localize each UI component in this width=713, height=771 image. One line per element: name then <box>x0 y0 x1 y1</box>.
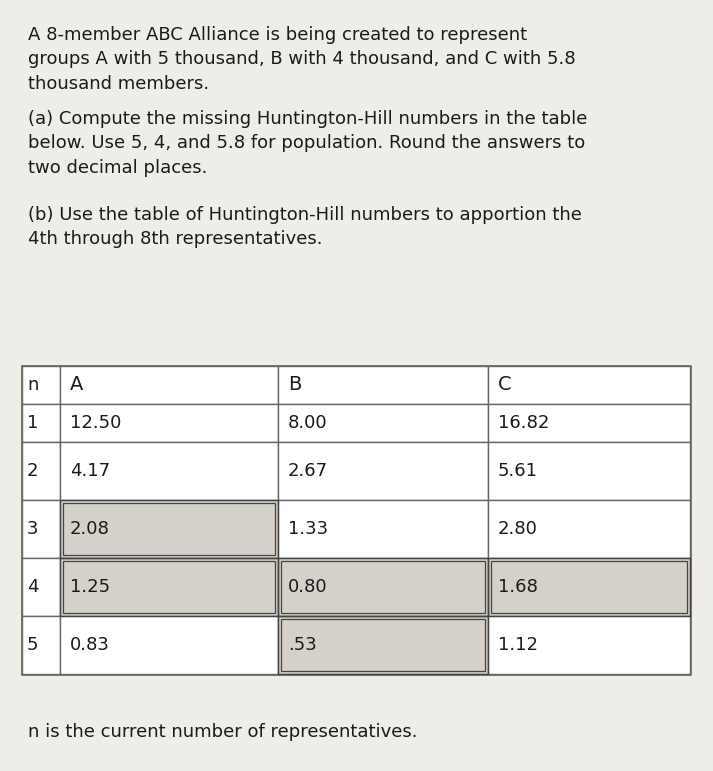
Bar <box>488 558 690 616</box>
Bar <box>22 558 60 616</box>
Bar <box>488 404 690 442</box>
Bar <box>278 500 488 558</box>
Bar <box>63 561 275 613</box>
Text: 5.61: 5.61 <box>498 462 538 480</box>
Bar <box>488 366 690 404</box>
Text: 1: 1 <box>27 414 39 432</box>
Text: A: A <box>70 375 83 395</box>
Bar <box>60 404 278 442</box>
Bar <box>60 558 278 616</box>
Bar <box>488 500 690 558</box>
Bar <box>60 616 278 674</box>
Text: (b) Use the table of Huntington-Hill numbers to apportion the
4th through 8th re: (b) Use the table of Huntington-Hill num… <box>28 206 582 248</box>
Text: 1.68: 1.68 <box>498 578 538 596</box>
Bar <box>278 558 488 616</box>
Bar <box>22 616 60 674</box>
Text: B: B <box>288 375 302 395</box>
Text: 0.83: 0.83 <box>70 636 110 654</box>
Text: 1.33: 1.33 <box>288 520 328 538</box>
Bar <box>22 500 60 558</box>
Bar <box>278 616 488 674</box>
Text: 2.67: 2.67 <box>288 462 328 480</box>
Text: 4.17: 4.17 <box>70 462 110 480</box>
Text: 8.00: 8.00 <box>288 414 328 432</box>
Bar <box>60 558 278 616</box>
Text: 12.50: 12.50 <box>70 414 121 432</box>
Text: 4: 4 <box>27 578 39 596</box>
Text: 1.25: 1.25 <box>70 578 110 596</box>
Bar <box>278 616 488 674</box>
Bar <box>22 404 60 442</box>
Bar <box>281 561 485 613</box>
Bar <box>278 558 488 616</box>
Text: C: C <box>498 375 512 395</box>
Bar <box>491 561 687 613</box>
Bar <box>278 404 488 442</box>
Bar <box>63 503 275 555</box>
Bar <box>22 442 60 500</box>
Text: 2: 2 <box>27 462 39 480</box>
Bar <box>22 366 690 674</box>
Text: n is the current number of representatives.: n is the current number of representativ… <box>28 723 418 741</box>
Text: 16.82: 16.82 <box>498 414 550 432</box>
Text: 1.12: 1.12 <box>498 636 538 654</box>
Bar <box>488 616 690 674</box>
Text: (a) Compute the missing Huntington-Hill numbers in the table
below. Use 5, 4, an: (a) Compute the missing Huntington-Hill … <box>28 110 588 177</box>
Text: A 8-member ABC Alliance is being created to represent
groups A with 5 thousand, : A 8-member ABC Alliance is being created… <box>28 26 575 93</box>
Text: 2.80: 2.80 <box>498 520 538 538</box>
Text: 0.80: 0.80 <box>288 578 328 596</box>
Bar <box>281 619 485 671</box>
Text: n: n <box>27 376 39 394</box>
Bar <box>488 442 690 500</box>
Bar <box>60 500 278 558</box>
Text: 2.08: 2.08 <box>70 520 110 538</box>
Bar <box>60 442 278 500</box>
Bar <box>22 366 60 404</box>
Bar <box>60 500 278 558</box>
Text: 3: 3 <box>27 520 39 538</box>
Text: 5: 5 <box>27 636 39 654</box>
Bar <box>488 558 690 616</box>
Bar <box>278 366 488 404</box>
Text: .53: .53 <box>288 636 317 654</box>
Bar <box>278 442 488 500</box>
Bar <box>60 366 278 404</box>
